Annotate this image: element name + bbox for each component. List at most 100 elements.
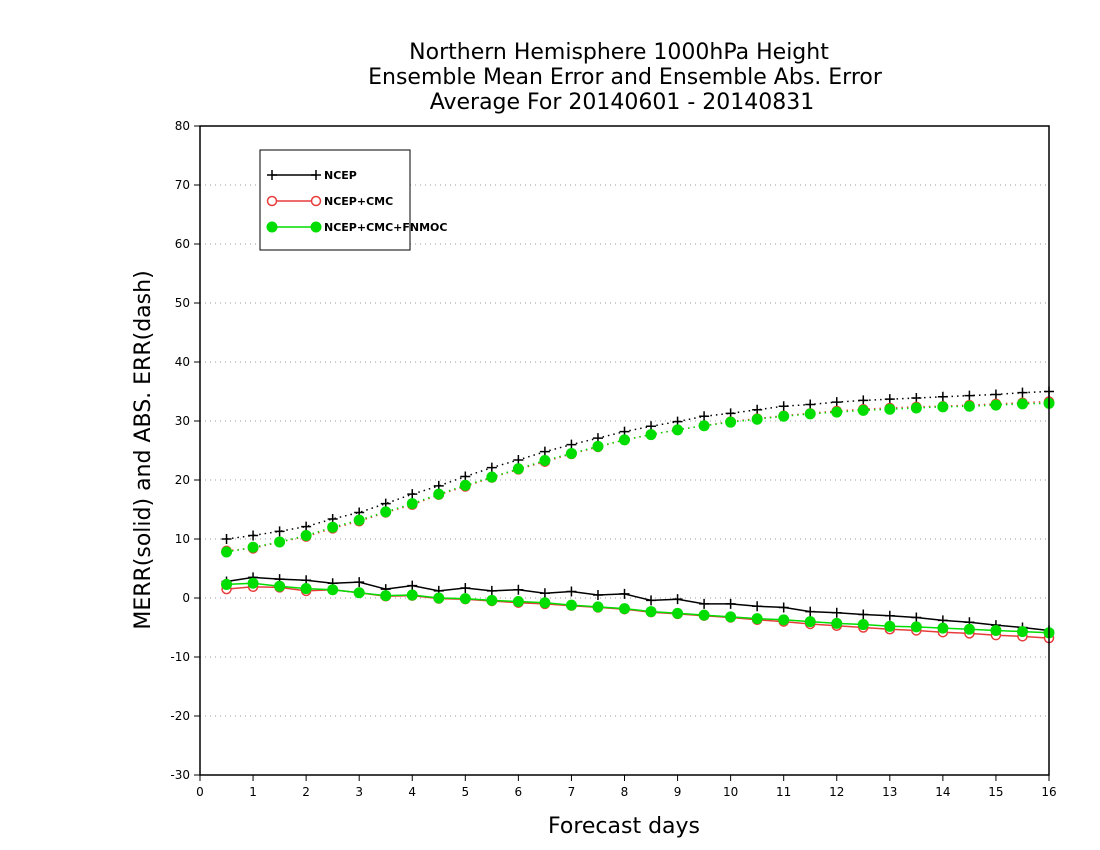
data-point [778, 602, 789, 613]
data-point [963, 623, 975, 635]
data-point [247, 541, 259, 553]
data-point [300, 529, 312, 541]
y-tick-label: -10 [170, 650, 190, 664]
data-point [911, 612, 922, 623]
data-point [778, 410, 790, 422]
legend-marker [266, 221, 278, 233]
legend-box [259, 149, 411, 251]
legend-marker [267, 170, 277, 180]
chart-title-line-3: Average For 20140601 - 20140831 [430, 90, 815, 115]
x-tick-label: 5 [461, 785, 469, 799]
data-point [911, 392, 922, 403]
data-point [486, 594, 498, 606]
x-tick-label: 15 [988, 785, 1003, 799]
data-point [486, 471, 498, 483]
y-tick-label: 30 [175, 414, 190, 428]
x-tick-label: 14 [935, 785, 950, 799]
data-point [327, 521, 339, 533]
data-point [327, 584, 339, 596]
x-tick-label: 7 [568, 785, 576, 799]
data-point [274, 526, 285, 537]
data-point [353, 587, 365, 599]
data-point [221, 578, 233, 590]
x-tick-label: 6 [515, 785, 523, 799]
data-point [274, 536, 286, 548]
data-point [486, 462, 497, 473]
data-point [1017, 387, 1028, 398]
chart-title-line-2: Ensemble Mean Error and Ensemble Abs. Er… [368, 65, 883, 90]
series-line [226, 400, 1050, 552]
data-point [460, 471, 471, 482]
data-point [672, 424, 684, 436]
data-point [565, 447, 577, 459]
data-point [592, 601, 604, 613]
data-point [566, 586, 577, 597]
data-point [646, 595, 657, 606]
data-point [858, 395, 869, 406]
data-point [274, 580, 286, 592]
x-tick-label: 12 [829, 785, 844, 799]
data-point [486, 585, 497, 596]
data-point [354, 577, 365, 588]
series-solid-ncep [221, 572, 1054, 636]
data-point [752, 404, 763, 415]
data-point [433, 488, 445, 500]
data-point [751, 413, 763, 425]
data-point [725, 416, 737, 428]
legend-entry-label: NCEP+CMC [324, 195, 393, 208]
x-tick-label: 4 [408, 785, 416, 799]
data-point [592, 590, 603, 601]
data-point [619, 603, 630, 615]
grid-lines [200, 184, 1049, 717]
data-point [831, 617, 843, 629]
data-point [407, 489, 418, 500]
chart-title-line-1: Northern Hemisphere 1000hPa Height [409, 40, 829, 65]
y-tick-label: 0 [182, 591, 190, 605]
legend-marker [311, 170, 321, 180]
series-line [226, 402, 1050, 553]
legend-marker [266, 195, 278, 207]
data-point [831, 607, 842, 618]
data-point [831, 406, 843, 418]
data-point [1016, 626, 1028, 638]
y-tick-label: -30 [170, 768, 190, 782]
data-point [300, 583, 312, 595]
data-point [857, 404, 869, 416]
y-tick-label: 80 [175, 119, 190, 133]
data-point [433, 592, 445, 604]
data-point [459, 593, 471, 605]
data-point [406, 498, 418, 510]
data-point [460, 582, 471, 593]
data-point [884, 403, 896, 415]
data-point [301, 521, 312, 532]
data-point [857, 619, 869, 631]
data-point [963, 400, 975, 412]
data-point [353, 514, 365, 526]
y-axis-label: MERR(solid) and ABS. ERR(dash) [131, 270, 156, 629]
y-tick-label: 10 [175, 532, 190, 546]
data-point [566, 439, 577, 450]
data-point [512, 463, 524, 475]
data-point [247, 577, 259, 589]
data-point [990, 389, 1001, 400]
x-tick-label: 8 [621, 785, 629, 799]
x-tick-label: 0 [196, 785, 204, 799]
data-point [725, 611, 737, 623]
data-point [751, 613, 763, 625]
series-solid-ncep-cmc-fnmoc [221, 577, 1055, 639]
data-point [725, 598, 736, 609]
data-point [884, 620, 896, 632]
series-dotted-ncep-cmc [221, 396, 1055, 557]
legend-entry-label: NCEP [324, 169, 357, 182]
data-point [831, 397, 842, 408]
data-point [910, 621, 922, 633]
data-point [406, 589, 418, 601]
y-tick-label: 50 [175, 296, 190, 310]
y-tick-label: 60 [175, 237, 190, 251]
series-line [226, 586, 1050, 639]
data-point [858, 609, 869, 620]
data-point [804, 616, 816, 628]
x-tick-label: 13 [882, 785, 897, 799]
x-axis-label: Forecast days [548, 814, 700, 839]
